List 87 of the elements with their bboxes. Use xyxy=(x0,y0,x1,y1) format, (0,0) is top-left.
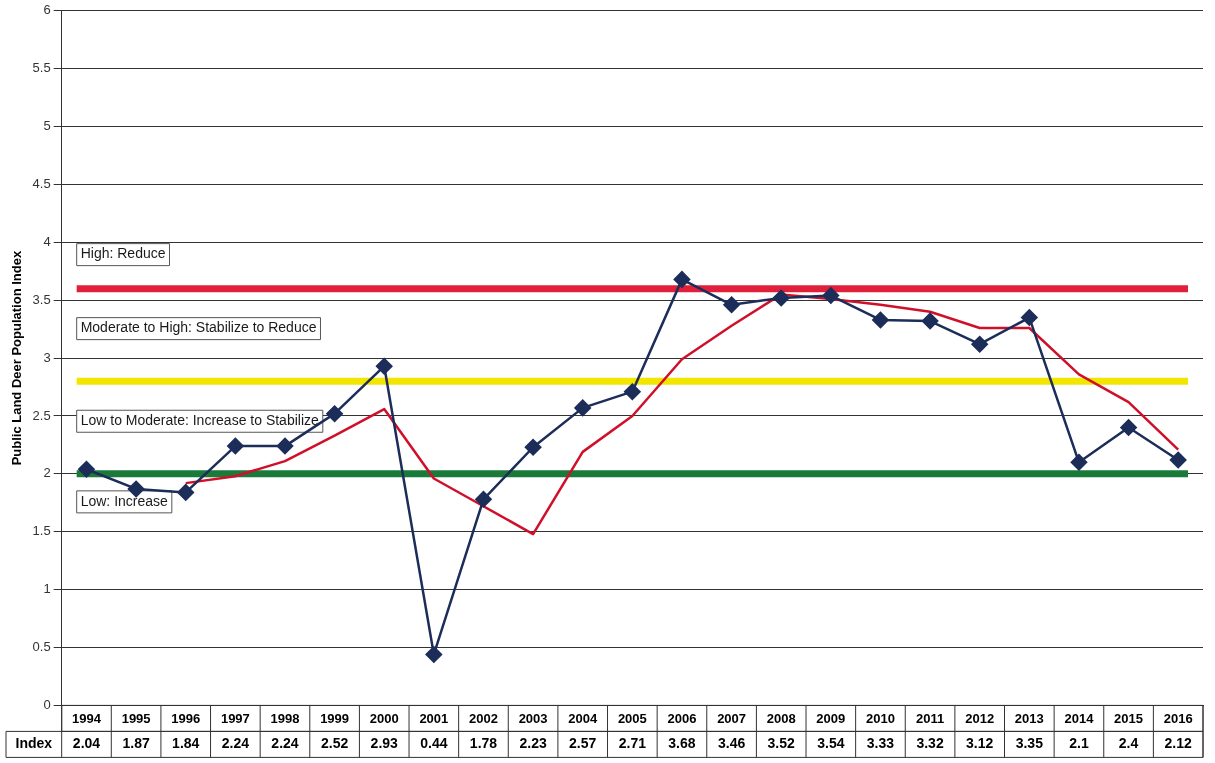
x-tick-label: 2008 xyxy=(766,710,796,726)
x-tick-label: 2000 xyxy=(369,710,399,726)
data-label: 2.4 xyxy=(1118,735,1139,752)
x-tick-label: 2016 xyxy=(1163,710,1193,726)
annotation: Low to Moderate: Increase to Stabilize xyxy=(80,412,320,429)
data-label: 2.93 xyxy=(370,735,399,752)
point xyxy=(524,438,542,456)
annotation: High: Reduce xyxy=(80,245,166,262)
x-tick-label: 1996 xyxy=(171,710,201,726)
x-tick-label: 1998 xyxy=(270,710,300,726)
data-label: 2.52 xyxy=(320,735,349,752)
text: Index xyxy=(15,735,53,752)
point xyxy=(872,311,889,329)
y-tick-label: 2.5 xyxy=(32,407,51,423)
point xyxy=(1070,454,1088,471)
data-label: 2.24 xyxy=(271,735,299,752)
point xyxy=(1021,309,1038,326)
data-label: 2.24 xyxy=(221,735,250,752)
y-tick-label: 1 xyxy=(43,581,51,597)
point xyxy=(1169,451,1187,469)
data-label: 2.12 xyxy=(1164,735,1193,752)
point xyxy=(921,312,939,330)
point xyxy=(326,405,343,422)
x-tick-label: 1994 xyxy=(72,710,102,726)
point xyxy=(624,383,641,400)
annotation: Low: Increase xyxy=(80,492,169,509)
x-tick-label: 1999 xyxy=(320,710,350,726)
data-label: 3.12 xyxy=(966,735,994,752)
x-tick-label: 2009 xyxy=(816,710,846,726)
point xyxy=(772,289,790,307)
y-tick-label: 0.5 xyxy=(32,639,51,655)
x-tick-label: 2013 xyxy=(1014,710,1044,726)
x-tick-label: 2001 xyxy=(419,710,449,726)
y-tick-label: 4 xyxy=(43,233,51,249)
x-tick-label: 2007 xyxy=(717,710,747,726)
data-label: 1.84 xyxy=(172,735,200,752)
point xyxy=(375,357,393,375)
data-label: 3.32 xyxy=(916,735,944,752)
x-tick-label: 2002 xyxy=(469,710,498,726)
y-tick-label: 5.5 xyxy=(32,60,51,76)
point xyxy=(475,491,492,508)
y-tick-label: 5 xyxy=(43,118,51,134)
y-axis-title: Public Land Deer Population Index xyxy=(9,250,25,466)
data-label: 2.04 xyxy=(72,735,101,752)
data-label: 3.33 xyxy=(866,735,895,752)
point xyxy=(1120,419,1137,436)
x-tick-label: 2010 xyxy=(865,710,895,726)
point xyxy=(78,460,95,478)
point xyxy=(276,437,294,455)
data-label: 2.23 xyxy=(519,735,547,752)
y-tick-label: 6 xyxy=(43,2,51,18)
data-label: 2.57 xyxy=(569,735,597,752)
data-label: 3.35 xyxy=(1015,735,1044,752)
point xyxy=(425,646,443,663)
x-tick-label: 1997 xyxy=(220,710,250,726)
y-tick-label: 0 xyxy=(43,696,51,712)
point xyxy=(723,296,740,314)
data-label: 2.71 xyxy=(618,735,647,752)
point xyxy=(822,287,840,304)
point xyxy=(574,399,591,417)
data-label: 3.54 xyxy=(817,735,845,752)
point xyxy=(177,484,194,501)
data-label: 1.78 xyxy=(469,735,498,752)
x-tick-label: 2003 xyxy=(518,710,548,726)
data-label: 0.44 xyxy=(420,735,448,752)
point xyxy=(971,335,988,353)
y-tick-label: 4.5 xyxy=(32,176,51,192)
x-tick-label: 2004 xyxy=(568,710,598,726)
y-tick-label: 2 xyxy=(43,465,51,481)
data-label: 3.68 xyxy=(668,735,696,752)
x-tick-label: 1995 xyxy=(121,710,151,726)
data-label: 1.87 xyxy=(122,735,150,752)
x-tick-label: 2014 xyxy=(1064,710,1095,726)
data-label: 3.46 xyxy=(717,735,746,752)
point xyxy=(227,437,244,455)
y-tick-label: 3.5 xyxy=(32,291,51,307)
annotation: Moderate to High: Stabilize to Reduce xyxy=(80,319,317,336)
data-label: 3.52 xyxy=(767,735,796,752)
x-tick-label: 2012 xyxy=(965,710,995,726)
data-label: 2.1 xyxy=(1069,735,1089,752)
y-tick-label: 3 xyxy=(43,349,51,365)
x-tick-label: 2006 xyxy=(667,710,697,726)
point xyxy=(673,271,691,288)
y-tick-label: 1.5 xyxy=(32,523,51,539)
x-tick-label: 2015 xyxy=(1114,710,1144,726)
x-tick-label: 2011 xyxy=(915,710,945,726)
x-tick-label: 2005 xyxy=(617,710,647,726)
